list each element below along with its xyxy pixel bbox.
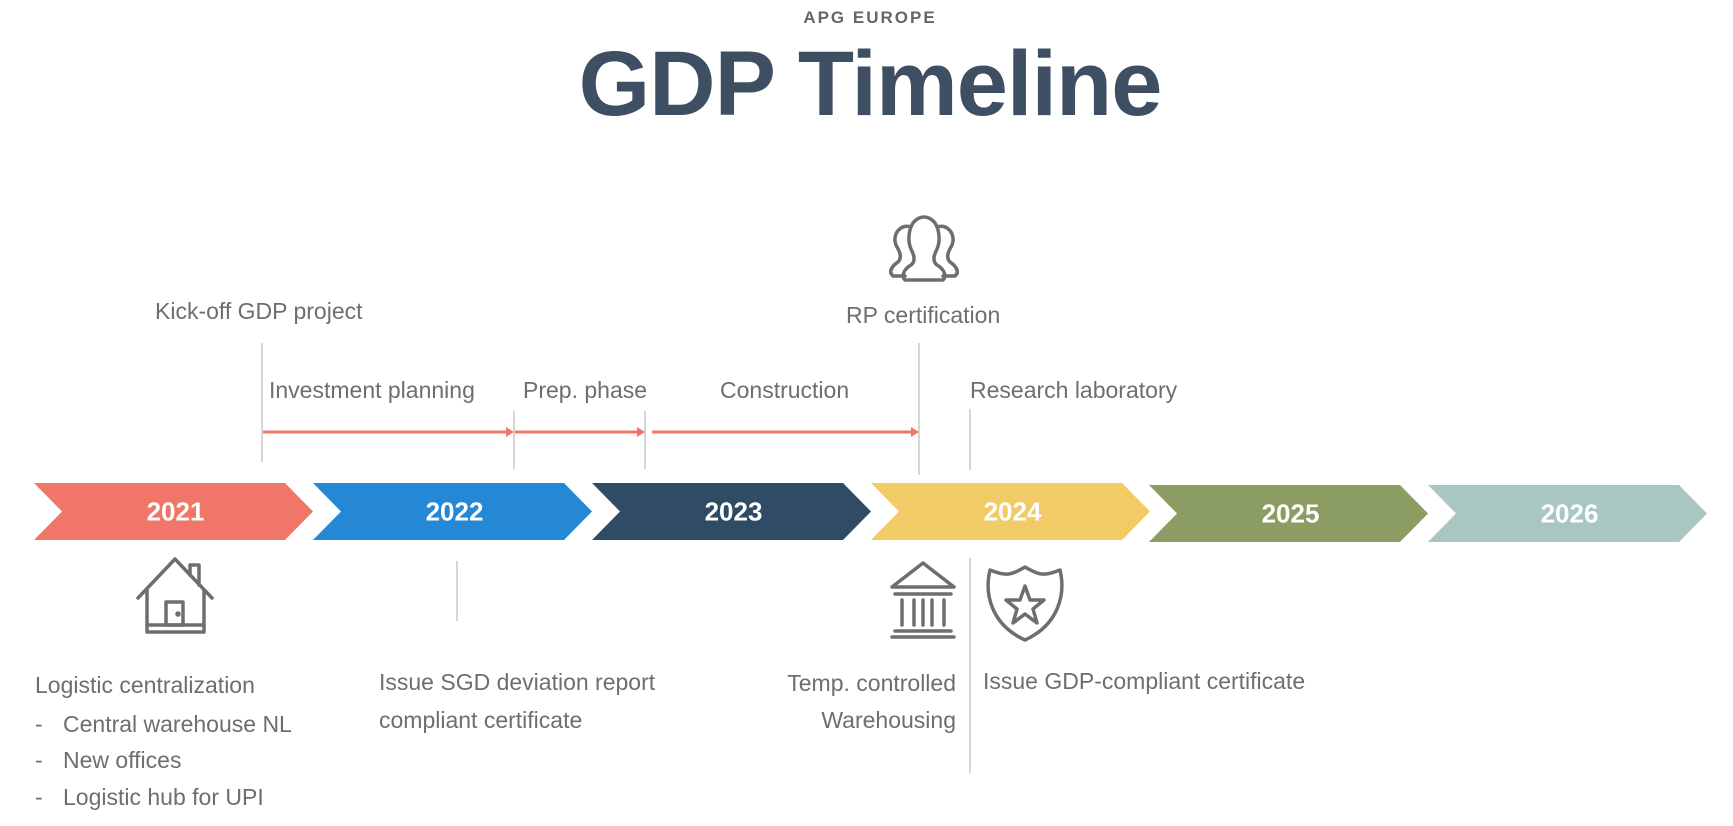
year-chevron-2023 — [592, 483, 871, 540]
year-chevron-2024 — [871, 483, 1150, 540]
sgd-label-line1: Issue SGD deviation report — [379, 669, 656, 695]
subtitle: APG EUROPE — [803, 8, 937, 27]
year-label: 2026 — [1541, 499, 1599, 529]
phase-prep-label: Prep. phase — [523, 377, 648, 403]
phase-investment-label: Investment planning — [269, 377, 475, 403]
year-chevron-2021 — [34, 483, 313, 540]
year-label: 2021 — [147, 497, 205, 527]
temp-label-line1: Temp. controlled — [787, 670, 956, 696]
marker-lines — [261, 343, 971, 773]
bank-icon — [890, 561, 956, 639]
year-label: 2024 — [984, 497, 1042, 527]
rp-certification-label: RP certification — [846, 302, 1001, 328]
shield-star-icon — [986, 565, 1064, 642]
phase-construction-label: Construction — [720, 377, 850, 403]
bullet-dash: - — [35, 784, 43, 810]
bullet-item: - Logistic hub for UPI — [35, 784, 264, 810]
bullet-text: Logistic hub for UPI — [63, 784, 264, 810]
year-chevron-2025 — [1149, 485, 1428, 542]
bullet-text: New offices — [63, 747, 182, 773]
page-title: GDP Timeline — [578, 33, 1163, 135]
bullet-item: - New offices — [35, 747, 181, 773]
year-label: 2023 — [705, 497, 763, 527]
bullet-dash: - — [35, 711, 43, 737]
bullet-text: Central warehouse NL — [63, 711, 292, 737]
sgd-label-line2: compliant certificate — [379, 707, 583, 733]
year-chevron-2026 — [1428, 485, 1707, 542]
house-icon — [136, 557, 214, 634]
arrow-head-icon — [911, 427, 919, 437]
gdp-cert-label: Issue GDP-compliant certificate — [983, 668, 1306, 694]
research-lab-label: Research laboratory — [970, 377, 1178, 403]
year-chevron-2022 — [313, 483, 592, 540]
year-label: 2022 — [426, 497, 484, 527]
year-label: 2025 — [1262, 499, 1320, 529]
bullet-dash: - — [35, 747, 43, 773]
kickoff-label: Kick-off GDP project — [155, 298, 363, 324]
people-icon — [889, 215, 959, 282]
phase-arrows — [263, 427, 919, 437]
bullet-item: - Central warehouse NL — [35, 711, 292, 737]
logistic-title: Logistic centralization — [35, 672, 255, 698]
temp-label-line2: Warehousing — [821, 707, 956, 733]
arrow-head-icon — [506, 427, 514, 437]
year-chevrons: 2021 2022 2023 2024 2025 2026 — [34, 483, 1707, 542]
arrow-head-icon — [637, 427, 645, 437]
